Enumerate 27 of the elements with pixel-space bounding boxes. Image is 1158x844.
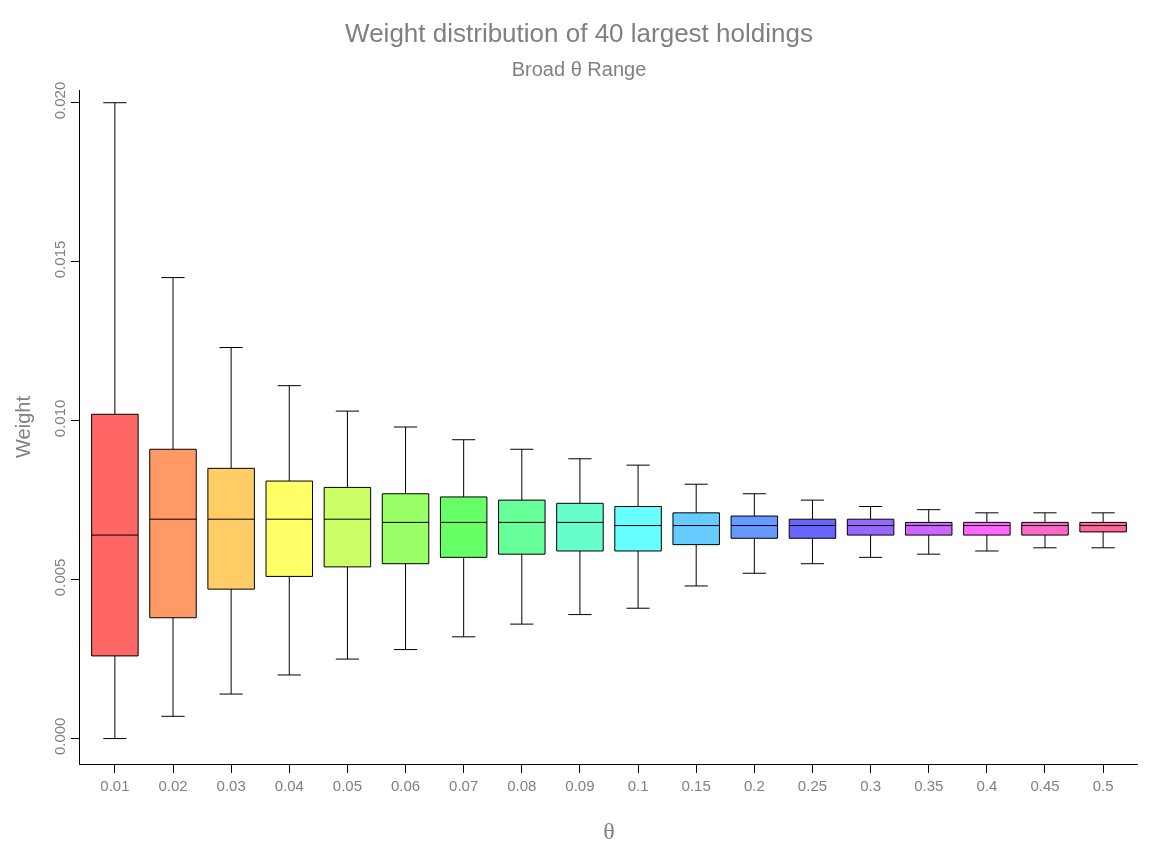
y-tick-label: 0.010 (51, 399, 68, 438)
chart-subtitle: Broad θ Range (511, 58, 647, 80)
x-tick-label: 0.05 (332, 777, 363, 794)
y-tick-label: 0.020 (51, 81, 68, 120)
x-tick-label: 0.09 (565, 777, 595, 794)
x-tick-label: 0.45 (1030, 777, 1060, 794)
x-tick-label: 0.02 (158, 777, 188, 794)
x-axis-title: θ (603, 818, 615, 844)
x-tick-label: 0.01 (100, 777, 130, 794)
x-tick-label: 0.08 (507, 777, 537, 794)
x-tick-label: 0.4 (976, 777, 998, 794)
y-tick-label: 0.000 (51, 717, 68, 756)
y-axis-title: Weight (12, 395, 34, 458)
x-tick-label: 0.25 (797, 777, 828, 794)
x-tick-label: 0.06 (390, 777, 421, 794)
x-tick-label: 0.35 (914, 777, 944, 794)
y-tick-label: 0.005 (51, 558, 68, 597)
x-tick-label: 0.5 (1092, 777, 1114, 794)
x-tick-label: 0.15 (681, 777, 711, 794)
y-tick-label: 0.015 (51, 240, 68, 279)
x-tick-label: 0.3 (860, 777, 882, 794)
x-tick-label: 0.2 (743, 777, 765, 794)
x-tick-label: 0.03 (216, 777, 246, 794)
x-tick-label: 0.1 (627, 777, 649, 794)
chart-title: Weight distribution of 40 largest holdings (345, 18, 813, 49)
x-tick-label: 0.04 (274, 777, 304, 794)
x-tick-label: 0.07 (449, 777, 479, 794)
